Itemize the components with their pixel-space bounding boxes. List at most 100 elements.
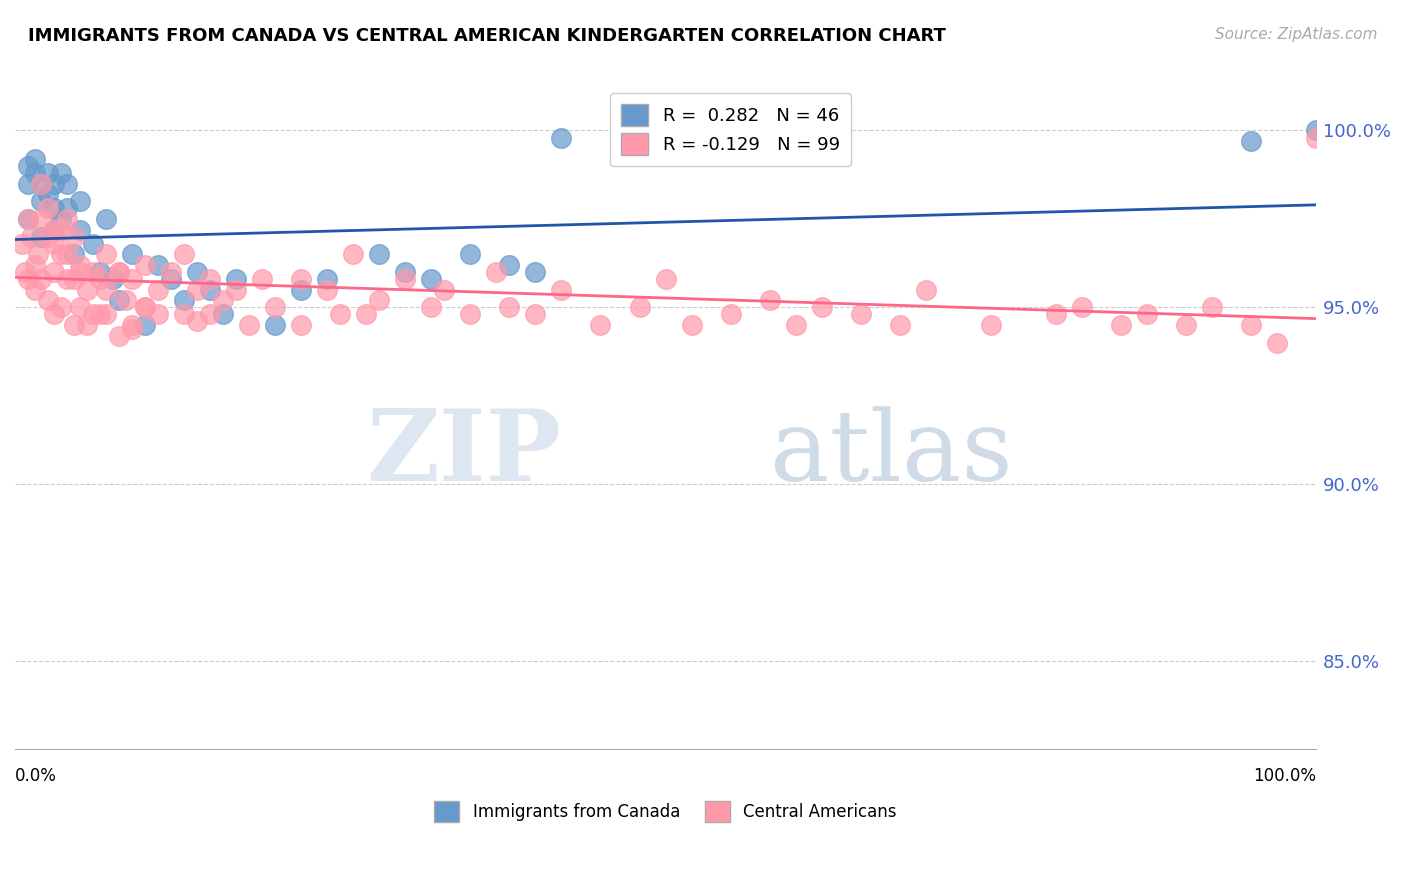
Point — [37, 202, 59, 216]
Point — [42, 236, 65, 251]
Point — [394, 272, 416, 286]
Point — [849, 307, 872, 321]
Point — [24, 283, 46, 297]
Point — [342, 247, 364, 261]
Point — [1265, 335, 1288, 350]
Point — [108, 328, 131, 343]
Text: 100.0%: 100.0% — [1253, 767, 1316, 785]
Point — [62, 318, 84, 332]
Point — [108, 293, 131, 308]
Point — [42, 222, 65, 236]
Point — [108, 265, 131, 279]
Point — [173, 247, 195, 261]
Point — [17, 272, 39, 286]
Point — [89, 265, 111, 279]
Point — [114, 293, 136, 308]
Point — [290, 283, 312, 297]
Point — [82, 265, 104, 279]
Point — [250, 272, 273, 286]
Point — [134, 318, 156, 332]
Point — [720, 307, 742, 321]
Point — [56, 177, 79, 191]
Point — [30, 177, 52, 191]
Point — [316, 283, 339, 297]
Point — [10, 236, 32, 251]
Point — [198, 307, 221, 321]
Point — [17, 211, 39, 226]
Point — [758, 293, 780, 308]
Point — [1201, 301, 1223, 315]
Point — [69, 265, 91, 279]
Text: Source: ZipAtlas.com: Source: ZipAtlas.com — [1215, 27, 1378, 42]
Point — [24, 152, 46, 166]
Point — [173, 293, 195, 308]
Point — [810, 301, 832, 315]
Point — [42, 177, 65, 191]
Point — [17, 211, 39, 226]
Point — [62, 229, 84, 244]
Point — [524, 265, 547, 279]
Point — [37, 187, 59, 202]
Point — [1109, 318, 1132, 332]
Point — [37, 229, 59, 244]
Point — [49, 301, 72, 315]
Point — [368, 247, 391, 261]
Point — [1240, 134, 1263, 148]
Point — [316, 272, 339, 286]
Point — [654, 272, 676, 286]
Point — [134, 301, 156, 315]
Point — [628, 301, 651, 315]
Point — [914, 283, 936, 297]
Point — [1305, 123, 1327, 137]
Point — [56, 247, 79, 261]
Point — [225, 283, 247, 297]
Point — [1136, 307, 1159, 321]
Point — [121, 321, 143, 335]
Point — [49, 166, 72, 180]
Point — [264, 318, 287, 332]
Point — [62, 272, 84, 286]
Point — [56, 272, 79, 286]
Point — [290, 272, 312, 286]
Point — [1070, 301, 1092, 315]
Point — [121, 318, 143, 332]
Point — [134, 258, 156, 272]
Point — [69, 301, 91, 315]
Point — [69, 194, 91, 209]
Point — [82, 307, 104, 321]
Point — [460, 247, 482, 261]
Point — [14, 265, 37, 279]
Point — [56, 211, 79, 226]
Point — [1305, 130, 1327, 145]
Text: IMMIGRANTS FROM CANADA VS CENTRAL AMERICAN KINDERGARTEN CORRELATION CHART: IMMIGRANTS FROM CANADA VS CENTRAL AMERIC… — [28, 27, 946, 45]
Point — [37, 293, 59, 308]
Point — [30, 272, 52, 286]
Point — [17, 177, 39, 191]
Point — [49, 247, 72, 261]
Point — [56, 202, 79, 216]
Point — [69, 258, 91, 272]
Point — [134, 301, 156, 315]
Point — [69, 222, 91, 236]
Point — [550, 130, 572, 145]
Point — [1240, 318, 1263, 332]
Point — [49, 222, 72, 236]
Point — [889, 318, 911, 332]
Point — [146, 258, 169, 272]
Point — [186, 283, 208, 297]
Point — [681, 318, 703, 332]
Point — [160, 265, 183, 279]
Point — [42, 265, 65, 279]
Point — [264, 301, 287, 315]
Point — [290, 318, 312, 332]
Point — [212, 293, 235, 308]
Point — [460, 307, 482, 321]
Point — [238, 318, 260, 332]
Point — [198, 272, 221, 286]
Point — [94, 283, 117, 297]
Point — [76, 318, 98, 332]
Point — [212, 307, 235, 321]
Point — [186, 314, 208, 328]
Point — [76, 283, 98, 297]
Point — [146, 307, 169, 321]
